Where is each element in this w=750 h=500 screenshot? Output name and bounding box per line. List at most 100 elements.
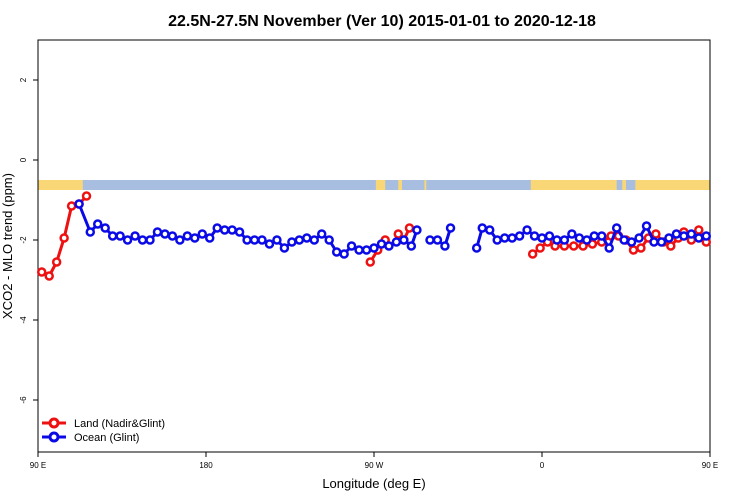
legend: Land (Nadir&Glint) Ocean (Glint) (42, 417, 165, 444)
series-1-point (249, 235, 260, 245)
series-1-point (100, 223, 110, 233)
series-1-point (664, 233, 674, 243)
series-1-point (361, 245, 372, 255)
series-0-point (404, 223, 415, 233)
series-1-point (309, 235, 320, 245)
series-1-point (242, 235, 252, 245)
series-1-point (331, 247, 342, 257)
series-1-point (671, 229, 682, 239)
series-1-point (399, 235, 409, 245)
series-1-point (160, 229, 170, 239)
series-1-point (611, 223, 622, 233)
y-axis: -6 -4 -2 0 2 (19, 77, 38, 404)
series-1-point (167, 231, 178, 241)
series-1-point (406, 241, 417, 251)
series-1-point (122, 235, 133, 245)
series-1-point (182, 231, 193, 241)
series-0-point (66, 201, 77, 211)
series-0-point (81, 191, 92, 201)
series-1-point (656, 237, 667, 247)
series-1-point (492, 235, 502, 245)
series-1-point (701, 231, 712, 241)
y-tick-label: -6 (19, 396, 28, 404)
series-0-point (365, 257, 376, 267)
y-tick-label: -2 (19, 236, 28, 244)
y-tick-label: -4 (19, 316, 28, 324)
series-1-point (137, 235, 148, 245)
legend-land-marker (48, 417, 60, 429)
series-1-point (484, 225, 495, 235)
series-1-point (257, 235, 267, 245)
series-0-point (636, 243, 646, 253)
series-1-point (302, 233, 312, 243)
series-1-point (596, 231, 607, 241)
series-1-point (537, 233, 547, 243)
series-1-point (354, 245, 364, 255)
series-1-point (287, 237, 297, 247)
series-1-point (686, 229, 697, 239)
series-1-point (234, 227, 245, 237)
series-1-point (619, 235, 629, 245)
series-1-point (346, 241, 357, 251)
series-1-point (130, 231, 140, 241)
series-1-point (445, 223, 456, 233)
land-band-segment (622, 180, 626, 190)
legend-land-label: Land (Nadir&Glint) (74, 418, 165, 430)
land-band-segment (398, 180, 402, 190)
series-1-point (107, 231, 118, 241)
series-1-point (376, 239, 387, 249)
series-0-point (666, 241, 676, 251)
x-tick-label: 90 E (30, 461, 46, 470)
series-1-point (507, 233, 517, 243)
series-1-point (529, 231, 540, 241)
series-0-point (36, 267, 47, 277)
series-1-point (522, 225, 532, 235)
x-tick-label: 90 W (365, 461, 384, 470)
legend-ocean-marker (48, 431, 60, 443)
x-tick-label: 0 (540, 461, 545, 470)
series-0-point (59, 233, 69, 243)
series-1-point (440, 241, 450, 251)
series-1-point (175, 235, 185, 245)
series-1-point (384, 241, 394, 251)
series-1-point (589, 231, 600, 241)
series-1-point (190, 233, 200, 243)
y-tick-label: 2 (19, 77, 28, 82)
series-1-point (567, 229, 577, 239)
series-0-point (44, 271, 54, 281)
series-1-point (212, 223, 222, 233)
x-axis-label: Longitude (deg E) (322, 476, 425, 491)
series-1-point (92, 219, 103, 229)
series-1-point (552, 235, 562, 245)
series-1-point (145, 235, 155, 245)
land-band-segment (635, 180, 710, 190)
series-layer (36, 191, 712, 281)
series-1-point (264, 239, 275, 249)
series-0-point (628, 245, 639, 255)
series-1-point (115, 231, 125, 241)
series-1-point (694, 233, 704, 243)
series-1-point (649, 237, 659, 247)
series-1-point (514, 231, 525, 241)
land-band-segment (38, 180, 83, 190)
series-1-point (559, 235, 570, 245)
ocean-band (38, 180, 710, 190)
series-1-point (227, 225, 237, 235)
land-band-segment (530, 180, 617, 190)
series-1-point (679, 231, 689, 241)
series-1-point (574, 233, 585, 243)
series-1-point (391, 237, 402, 247)
land-ocean-band (38, 180, 710, 190)
series-1-point (499, 233, 510, 243)
y-tick-label: 0 (19, 157, 28, 162)
series-1-point (85, 227, 96, 237)
series-1-point (432, 235, 443, 245)
series-1-point (339, 249, 349, 259)
series-0-point (694, 225, 704, 235)
series-1-point (471, 243, 482, 253)
series-1-point (626, 237, 637, 247)
series-1-point (634, 233, 644, 243)
chart-title: 22.5N-27.5N November (Ver 10) 2015-01-01… (168, 13, 596, 30)
x-tick-label: 180 (199, 461, 213, 470)
series-0-point (393, 229, 404, 239)
